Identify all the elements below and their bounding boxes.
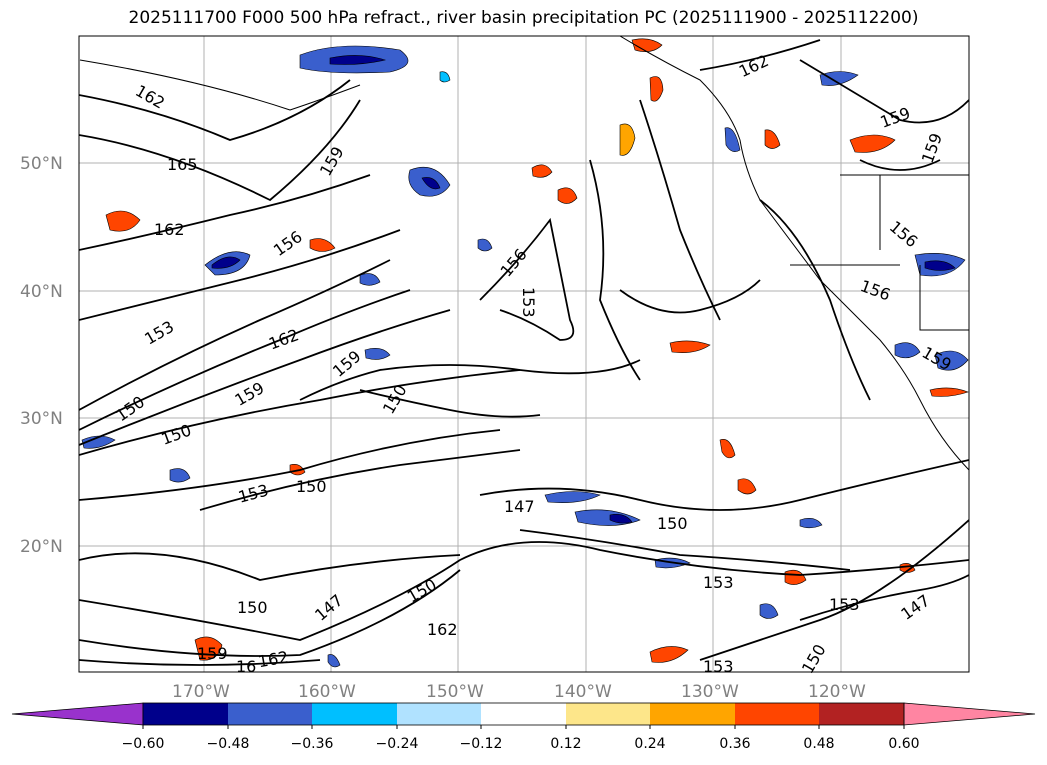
precip-patch	[81, 435, 116, 449]
colorbar: −0.60 −0.48 −0.36 −0.24 −0.12 0.12 0.24 …	[11, 702, 1036, 752]
colorbar-segment	[650, 703, 735, 725]
lon-label: 160°W	[298, 682, 356, 702]
precip-patch	[364, 348, 391, 360]
contour-label: 153	[703, 573, 734, 592]
colorbar-tick-label: −0.48	[207, 736, 250, 752]
precip-patch	[531, 164, 553, 178]
contour-label: 147	[504, 497, 535, 516]
lon-label: 170°W	[172, 682, 230, 702]
precip-patch	[724, 127, 741, 152]
colorbar-tick-label: 0.36	[719, 736, 750, 752]
colorbar-tick-label: 0.12	[550, 736, 581, 752]
precip-patch	[169, 468, 191, 483]
precip-patch	[619, 123, 636, 156]
contour-label: 153	[829, 595, 860, 614]
precip-patch	[799, 518, 823, 529]
precip-patch	[924, 260, 956, 271]
precip-patch	[649, 646, 689, 663]
precip-patch	[329, 55, 387, 65]
contour-label: 150	[657, 514, 688, 533]
colorbar-segment	[312, 703, 397, 725]
colorbar-extend-min	[11, 702, 144, 726]
precip-patch	[759, 603, 779, 619]
colorbar-segment	[735, 703, 819, 725]
colorbar-tick-label: 0.60	[888, 736, 919, 752]
precip-patch	[894, 342, 921, 359]
lat-label: 20°N	[20, 537, 63, 557]
colorbar-segment	[143, 703, 228, 725]
precip-patch	[849, 134, 896, 153]
colorbar-tick-label: −0.60	[122, 736, 165, 752]
lon-label: 130°W	[681, 682, 739, 702]
contour-label: 165	[167, 155, 198, 174]
colorbar-segment	[819, 703, 904, 725]
precip-patch	[557, 187, 578, 204]
precip-patch	[477, 238, 493, 252]
precip-patch	[439, 71, 451, 83]
colorbar-segment	[566, 703, 650, 725]
colorbar-segment	[397, 703, 481, 725]
precip-patch	[934, 350, 969, 371]
precip-patch	[327, 654, 341, 668]
lat-label: 40°N	[20, 282, 63, 302]
precip-patch	[669, 340, 711, 353]
colorbar-segment	[228, 703, 312, 725]
precip-patch	[309, 238, 336, 252]
precip-patch	[737, 478, 757, 495]
map-panel	[78, 35, 970, 673]
colorbar-tick-label: −0.12	[460, 736, 503, 752]
map-title: 2025111700 F000 500 hPa refract., river …	[128, 8, 919, 28]
contour-label: 159	[197, 644, 228, 663]
precip-patch	[609, 514, 633, 524]
precip-patch	[105, 210, 141, 232]
lon-label: 120°W	[808, 682, 866, 702]
colorbar-tick-label: 0.48	[803, 736, 834, 752]
latitude-labels: 50°N 40°N 30°N 20°N	[20, 154, 63, 557]
colorbar-extend-max	[903, 702, 1036, 726]
longitude-labels: 170°W 160°W 150°W 140°W 130°W 120°W	[172, 682, 866, 702]
precip-patch	[544, 491, 601, 503]
contour-label: 150	[237, 598, 268, 617]
precip-patch	[211, 256, 241, 269]
precip-patch	[359, 273, 381, 286]
precip-patch	[631, 38, 663, 52]
gridlines	[79, 36, 969, 672]
contour-label: 16	[236, 657, 256, 676]
lat-label: 30°N	[20, 409, 63, 429]
colorbar-tick-label: −0.36	[291, 736, 334, 752]
contour-label: 153	[703, 657, 734, 676]
colorbar-segment	[481, 703, 566, 725]
colorbar-tick-label: −0.24	[376, 736, 419, 752]
precip-patch	[649, 76, 664, 102]
contour-label: 162	[154, 220, 185, 239]
lon-label: 140°W	[554, 682, 612, 702]
contour-label: 150	[296, 477, 327, 496]
precip-shading	[81, 38, 969, 668]
contour-label: 153	[519, 287, 538, 318]
precip-patch	[819, 71, 859, 86]
precip-patch	[421, 177, 441, 190]
coastlines	[79, 36, 969, 471]
colorbar-ticks	[142, 725, 905, 729]
lon-label: 150°W	[426, 682, 484, 702]
precip-patch	[719, 439, 736, 459]
precip-patch	[929, 387, 969, 397]
height-contours	[79, 39, 969, 666]
precip-patch	[764, 129, 781, 149]
contour-label: 162	[427, 620, 458, 639]
lat-label: 50°N	[20, 154, 63, 174]
colorbar-tick-label: 0.24	[634, 736, 665, 752]
